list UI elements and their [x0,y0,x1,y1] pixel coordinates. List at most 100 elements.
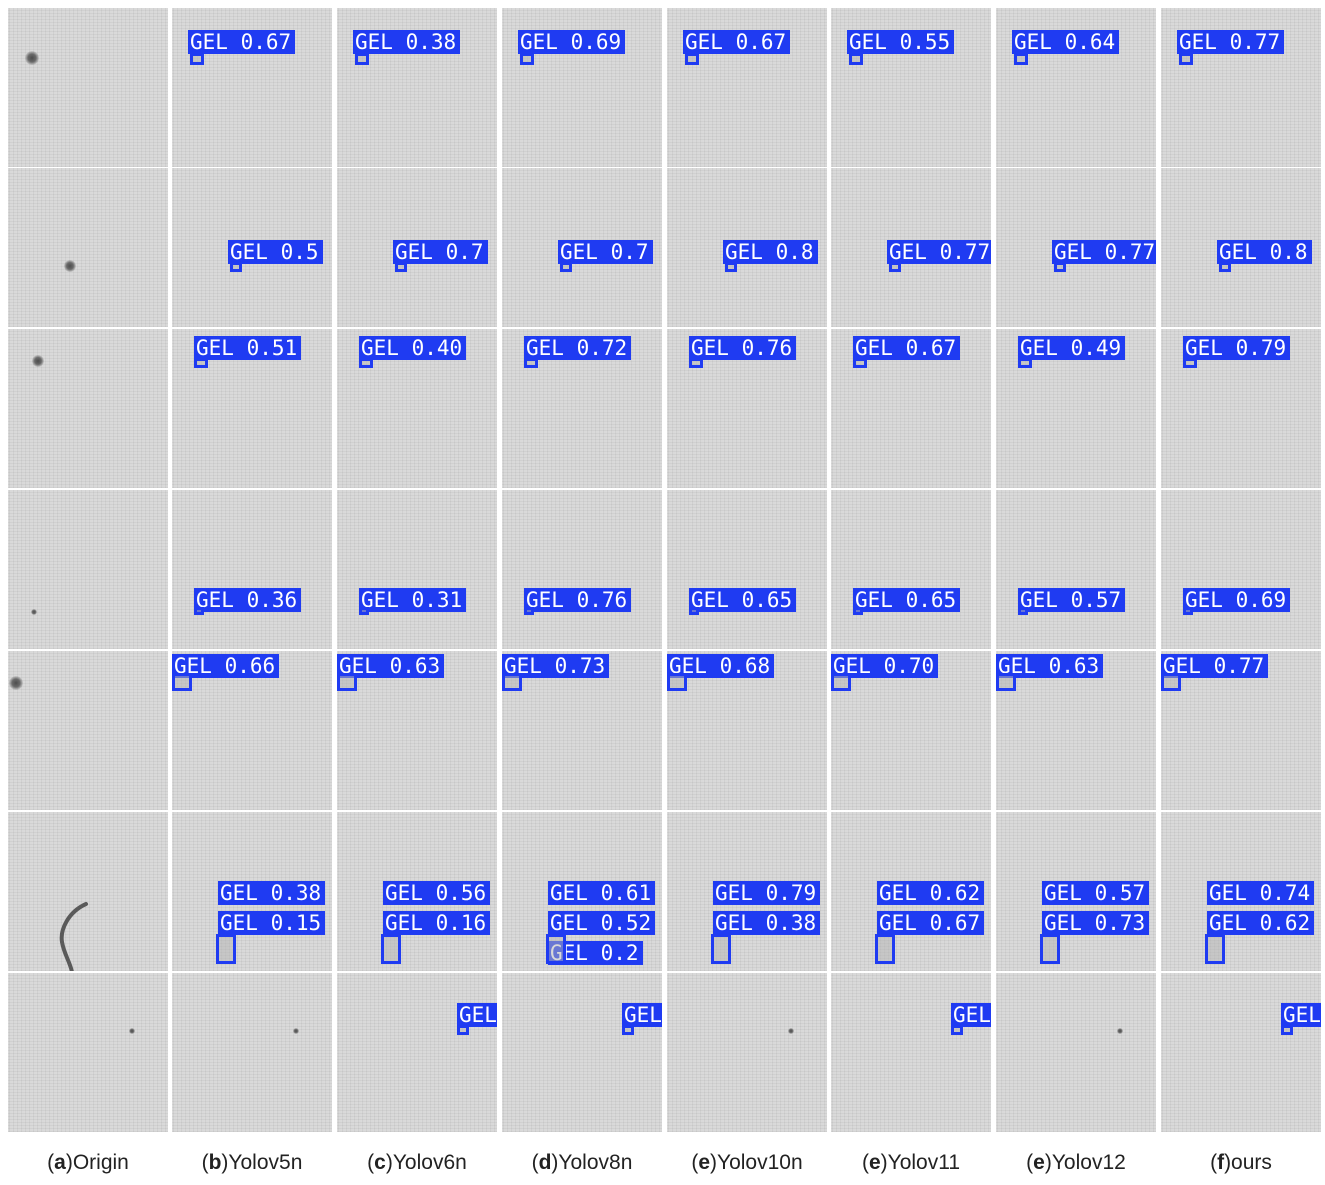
detection-label: GEL 0.57 [1018,588,1126,612]
image-tile: GEL 0.7 [502,168,662,327]
detection-box [520,53,534,65]
detection-label: GEL 0.38 [713,911,821,935]
image-tile: GEL 0.57 [996,490,1156,649]
detection-label: GEL 0.77 [1177,30,1285,54]
detection-box [172,673,192,691]
image-tile: GEL 0.76 [667,329,827,488]
image-tile: GEL 0.40 [337,329,497,488]
detection-box [355,53,369,65]
detection-box [1281,1025,1293,1035]
image-tile: GEL 0.72 [502,329,662,488]
caption-letter: a [54,1151,66,1174]
detection-label: GEL 0.77 [1052,240,1156,264]
image-tile: GEL 0.66 [172,651,332,810]
column-caption: (a)Origin [47,1151,129,1174]
image-tile: GEL 0.31 [337,490,497,649]
image-tile: GEL 0.64 [996,8,1156,167]
detection-box [667,673,687,691]
gel-particle [9,676,23,690]
image-tile: GEL 0.67 [831,329,991,488]
detection-label: GEL 0.69 [1183,588,1291,612]
image-tile: GEL 0.57 GEL 0.73 [996,812,1156,971]
image-tile [8,168,168,327]
detection-label: GEL 0.7 [393,240,488,264]
detection-box [1018,607,1028,615]
column-caption: (e)Yolov11 [861,1151,961,1174]
detection-box [1018,358,1032,368]
detection-box [194,607,204,615]
detection-box [1183,358,1197,368]
image-tile: GEL 0.69 [502,8,662,167]
detection-box [502,673,522,691]
image-tile: GEL 0.77 [1161,651,1321,810]
caption-letter: e [698,1151,711,1174]
detection-label: GEL 0.67 [877,911,985,935]
caption-letter: f [1217,1151,1225,1174]
detection-box [689,358,703,368]
figure-grid: GEL 0.67 GEL 0.38 GEL 0.69 GEL 0.67 GEL 0.55… [8,8,1321,1132]
image-tile [8,651,168,810]
detection-label: GEL 0.38 [218,881,326,905]
detection-label: GEL 0.79 [713,881,821,905]
detection-label: GEL 0.65 [689,588,797,612]
image-tile: GEL 0.5 [172,168,332,327]
column-caption: (c)Yolov6n [367,1151,467,1174]
image-tile: GEL 0.55 [831,8,991,167]
detection-label: GEL 0.8 [1217,240,1312,264]
image-tile: GEL 0.79 [1161,329,1321,488]
detection-box [546,934,566,964]
detection-label: GEL [1281,1003,1321,1027]
detection-label: GEL 0.56 [383,881,491,905]
detection-box [230,262,242,272]
detection-box [359,358,373,368]
detection-box [359,607,369,615]
detection-box [853,607,863,615]
detection-label: GEL 0.38 [353,30,461,54]
image-tile [8,490,168,649]
image-tile: GEL 0.79 GEL 0.38 [667,812,827,971]
detection-label: GEL 0.31 [359,588,467,612]
gel-particle [129,1028,135,1034]
column-caption: (e)Yolov12 [1026,1151,1126,1174]
image-tile: GEL 0.74 GEL 0.62 [1161,812,1321,971]
caption-letter: e [1033,1151,1045,1174]
image-tile: GEL 0.73 [502,651,662,810]
image-tile: GEL 0.49 [996,329,1156,488]
caption-letter: e [868,1151,881,1174]
image-tile: GEL 0.61 GEL 0.52 GEL 0.2 [502,812,662,971]
image-tile: GEL 0.38 GEL 0.15 [172,812,332,971]
detection-label: GEL 0.77 [1161,654,1269,678]
image-tile: GEL 0.7 [337,168,497,327]
detection-label: GEL 0.55 [847,30,955,54]
image-tile [667,973,827,1132]
detection-box [951,1025,963,1035]
gel-particle [293,1028,299,1034]
column-caption: (e)Yolov10n [691,1151,803,1174]
detection-label: GEL 0.76 [689,336,797,360]
detection-label: GEL [622,1003,662,1027]
image-tile: GEL 0.63 [337,651,497,810]
image-tile: GEL 0.77 [996,168,1156,327]
detection-label: GEL 0.49 [1018,336,1126,360]
detection-box [1183,607,1193,615]
image-tile [172,973,332,1132]
image-tile: GEL 0.63 [996,651,1156,810]
image-tile [8,973,168,1132]
image-tile: GEL 0.70 [831,651,991,810]
detection-label: GEL 0.76 [524,588,632,612]
image-tile: GEL 0.07 [831,973,991,1132]
detection-box [875,934,895,964]
column-caption: (f)ours [1210,1151,1272,1174]
image-tile: GEL 0.68 [667,651,827,810]
image-tile: GEL 0.62 GEL 0.67 [831,812,991,971]
detection-box [1161,673,1181,691]
detection-box [1179,53,1193,65]
detection-box [1205,934,1225,964]
detection-box [1054,262,1066,272]
detection-label: GEL 0.7 [558,240,653,264]
image-tile: GEL 0.77 [1161,8,1321,167]
detection-box [853,358,867,368]
detection-box [831,673,851,691]
image-tile: GEL 0.36 [172,490,332,649]
image-tile [996,973,1156,1132]
